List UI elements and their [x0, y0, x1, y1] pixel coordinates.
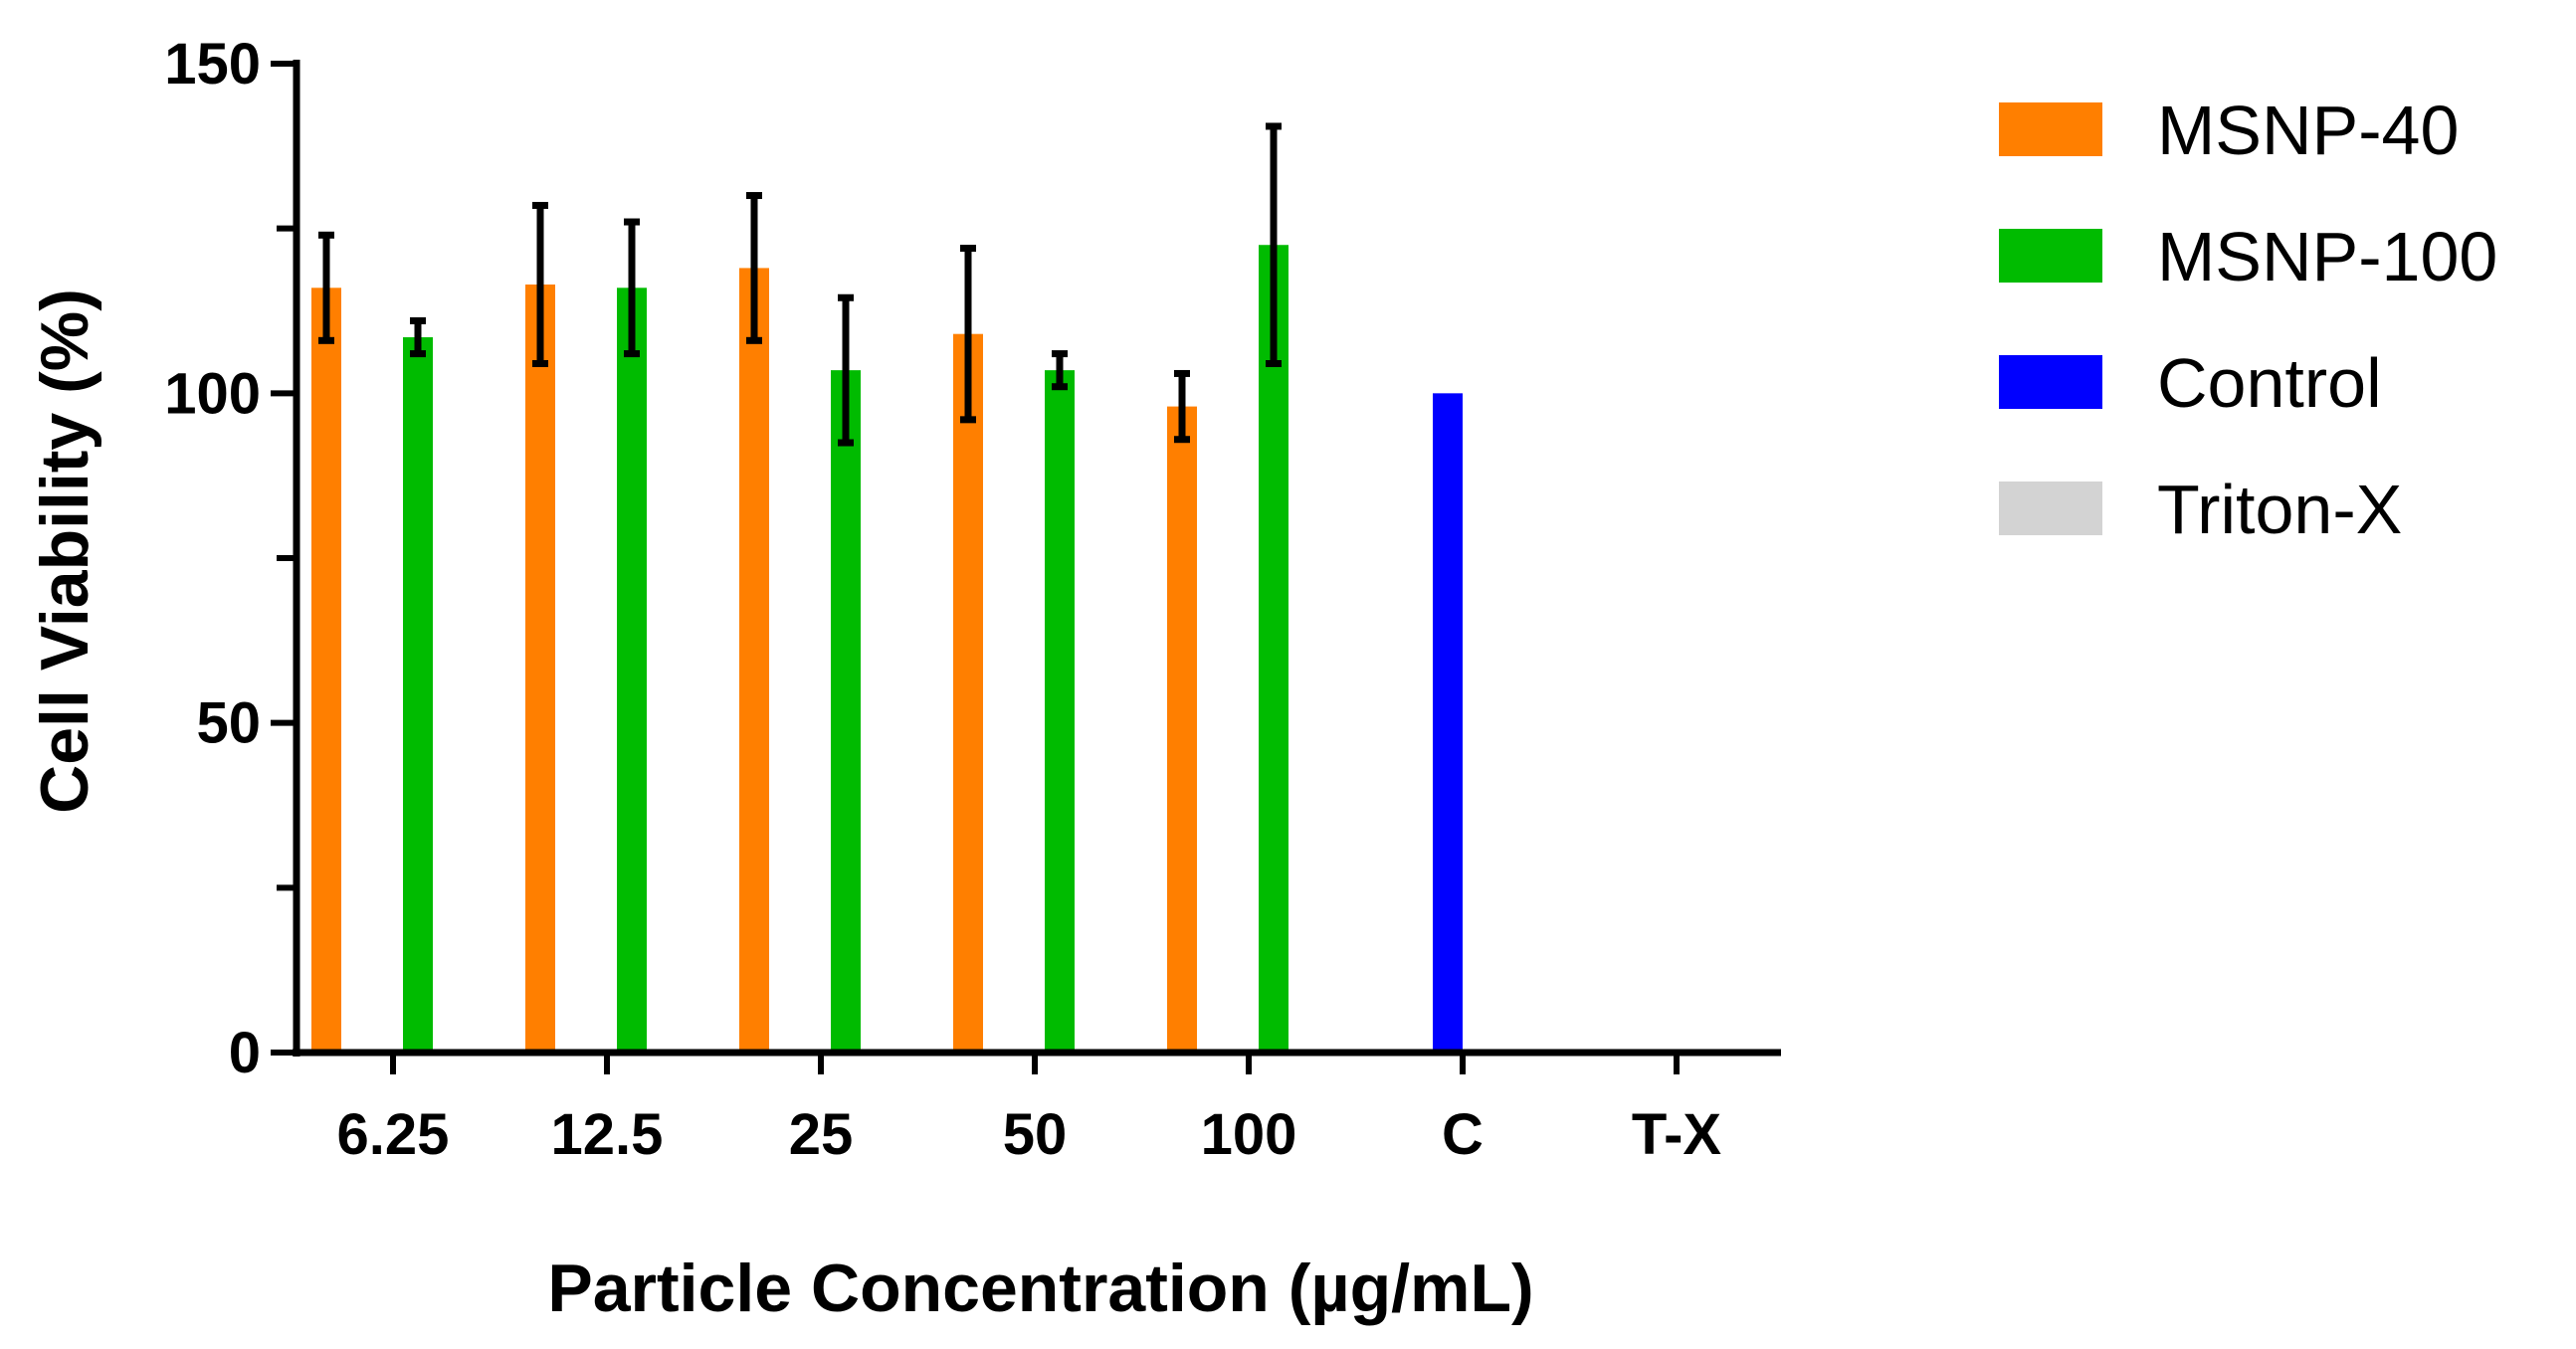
legend: MSNP-40 MSNP-100 Control Triton-X — [1999, 92, 2497, 548]
error-bar-msnp-40-25 — [746, 192, 762, 344]
y-tick-labels: 0 50 100 150 — [164, 32, 261, 1085]
bar-msnp-100-6-25 — [403, 337, 433, 1053]
legend-item-msnp-100: MSNP-100 — [1999, 218, 2497, 295]
error-bar-msnp-100-6-25 — [410, 316, 426, 358]
legend-swatch — [1999, 355, 2102, 409]
x-tick-label: T-X — [1632, 1102, 1722, 1167]
bar-msnp-40-25 — [739, 268, 769, 1054]
error-bar-msnp-40-12-5 — [532, 201, 548, 368]
error-bar-msnp-40-6-25 — [318, 231, 334, 344]
error-bar-msnp-40-100 — [1174, 369, 1190, 444]
legend-swatch — [1999, 229, 2102, 283]
bar-msnp-40-12-5 — [525, 284, 555, 1053]
bar-msnp-40-50 — [953, 333, 983, 1053]
x-tick-label: 6.25 — [337, 1102, 450, 1167]
legend-label: Triton-X — [2157, 471, 2402, 548]
x-tick-label: 12.5 — [551, 1102, 664, 1167]
x-tick-labels: 6.25 12.5 25 50 100 C T-X — [337, 1102, 1722, 1167]
axes-layer — [271, 60, 1781, 1074]
legend-item-triton-x: Triton-X — [1999, 471, 2402, 548]
x-tick-label: 50 — [1003, 1102, 1068, 1167]
error-bars-layer — [318, 122, 1282, 447]
bar-msnp-100-12-5 — [617, 288, 647, 1054]
y-tick-label: 100 — [164, 361, 261, 426]
bar-msnp-100-50 — [1045, 370, 1075, 1053]
x-axis-title: Particle Concentration (µg/mL) — [547, 1251, 1533, 1326]
legend-label: Control — [2157, 344, 2382, 422]
y-tick-label: 150 — [164, 32, 261, 96]
x-tick-label: C — [1442, 1102, 1484, 1167]
legend-item-control: Control — [1999, 344, 2382, 422]
legend-label: MSNP-100 — [2157, 218, 2497, 295]
error-bar-msnp-100-100 — [1266, 122, 1282, 368]
x-tick-label: 100 — [1201, 1102, 1297, 1167]
error-bar-msnp-100-50 — [1052, 350, 1068, 391]
bar-msnp-100-25 — [831, 370, 861, 1053]
legend-swatch — [1999, 102, 2102, 156]
y-tick-label: 50 — [196, 691, 261, 756]
y-axis-title: Cell Viability (%) — [27, 289, 102, 814]
error-bar-msnp-100-12-5 — [624, 218, 640, 358]
bar-msnp-100-100 — [1259, 245, 1288, 1053]
legend-swatch — [1999, 482, 2102, 535]
legend-label: MSNP-40 — [2157, 92, 2459, 169]
error-bar-msnp-40-50 — [960, 245, 976, 424]
error-bar-msnp-100-25 — [838, 293, 854, 447]
x-tick-label: 25 — [789, 1102, 854, 1167]
bar-msnp-40-6-25 — [311, 288, 341, 1054]
legend-item-msnp-40: MSNP-40 — [1999, 92, 2459, 169]
bar-control-C — [1433, 393, 1463, 1053]
y-tick-label: 0 — [229, 1021, 261, 1085]
bar-msnp-40-100 — [1167, 406, 1197, 1053]
bars-layer — [311, 245, 1463, 1054]
